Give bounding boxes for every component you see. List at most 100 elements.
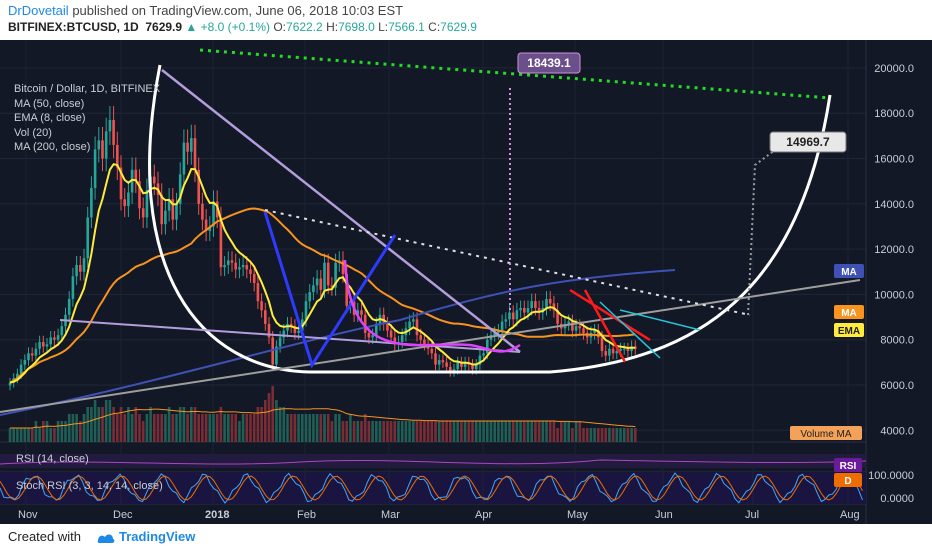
chart-area[interactable]: 18439.1 14969.7 4000.0 6000.0 8000.0 10000.0…: [0, 40, 932, 524]
candle: [238, 267, 241, 270]
volume-bar: [541, 421, 545, 442]
volume-bar: [556, 428, 559, 442]
candle: [227, 260, 230, 265]
candle: [223, 264, 226, 268]
volume-bar: [241, 414, 245, 442]
volume-bar: [338, 414, 341, 442]
volume-bar: [119, 407, 123, 442]
volume-ma-badge-box: [790, 426, 862, 440]
volume-bar: [608, 428, 611, 442]
ma-badge-box: [834, 264, 864, 278]
volume-bar: [53, 428, 56, 442]
candle: [141, 208, 145, 218]
ma200-line: [0, 269, 676, 416]
volume-bar: [145, 414, 149, 442]
volume-bar: [23, 428, 27, 442]
volume-bar: [626, 428, 630, 442]
volume-bar: [64, 421, 67, 442]
candle: [249, 269, 252, 275]
candle: [212, 201, 215, 227]
volume-bar: [334, 414, 337, 442]
price-chart[interactable]: 18439.1 14969.7 4000.0 6000.0 8000.0 10000.0…: [0, 40, 932, 524]
y-tick-label: 6000.0: [880, 380, 914, 392]
legend-vol[interactable]: Vol (20): [14, 126, 52, 139]
volume-bar: [141, 421, 145, 442]
candle: [267, 323, 271, 338]
candle: [112, 119, 115, 145]
candle: [474, 364, 478, 370]
author-link[interactable]: DrDovetail: [8, 3, 69, 18]
volume-bar: [426, 421, 430, 442]
candle: [519, 307, 522, 311]
candle: [23, 360, 27, 365]
candle: [171, 199, 175, 220]
legend-ma200[interactable]: MA (200, close): [14, 141, 91, 153]
volume-bar: [452, 421, 456, 442]
volume-bar: [275, 400, 278, 442]
volume-bar: [504, 421, 508, 442]
candle: [341, 260, 345, 275]
x-tick-label: Dec: [113, 509, 133, 521]
volume-bar: [371, 421, 374, 442]
y-tick-label: 16000.0: [874, 154, 914, 166]
candle: [145, 190, 149, 218]
volume-bar: [190, 407, 193, 442]
candle: [630, 346, 633, 352]
x-tick-label: Jun: [655, 509, 673, 521]
volume-bar: [19, 428, 23, 442]
legend-ma50[interactable]: MA (50, close): [14, 97, 85, 110]
candle: [567, 321, 570, 324]
ma2-badge: MA: [841, 308, 857, 319]
candle: [360, 310, 363, 315]
tradingview-brand[interactable]: TradingView: [119, 529, 196, 544]
target2-label: 14969.7: [786, 135, 830, 149]
volume-bar: [67, 414, 71, 442]
candle: [408, 321, 411, 329]
target2-dotted: [747, 149, 776, 316]
volume-ma-line: [10, 408, 636, 429]
volume-bar: [434, 421, 437, 442]
candle: [104, 131, 108, 159]
candle: [45, 344, 49, 347]
volume-bar: [548, 421, 552, 442]
volume-bar: [386, 421, 389, 442]
candle: [386, 323, 389, 331]
candle: [445, 362, 448, 367]
low-label: L:: [378, 20, 389, 34]
candle: [571, 321, 574, 331]
volume-bar: [186, 414, 189, 442]
candle: [49, 337, 52, 345]
volume-bar: [267, 393, 271, 442]
candle: [16, 373, 19, 379]
volume-bar: [382, 421, 385, 442]
low-value: 7566.1: [388, 20, 425, 34]
legend-ema8[interactable]: EMA (8, close): [14, 112, 86, 124]
candle: [460, 362, 463, 367]
y-tick-label: 8000.0: [880, 335, 914, 347]
up-arrow-icon: ▲: [185, 20, 198, 34]
volume-bar: [160, 414, 163, 442]
volume-bar: [227, 414, 230, 442]
candle: [182, 142, 186, 175]
rsi-line: [0, 459, 867, 465]
candle: [415, 319, 419, 336]
candle: [434, 353, 437, 365]
candle: [82, 258, 86, 272]
publish-line: DrDovetail published on TradingView.com,…: [8, 3, 403, 18]
volume-bar: [341, 421, 345, 442]
candle: [493, 332, 496, 336]
candle: [275, 346, 278, 365]
volume-bar: [197, 414, 200, 442]
volume-bar: [567, 421, 570, 442]
red-lines: [569, 288, 651, 363]
candle: [486, 339, 489, 354]
high-value: 7698.0: [338, 20, 375, 34]
volume-bar: [308, 414, 311, 442]
volume-bar: [352, 421, 356, 442]
volume-bar: [45, 421, 49, 442]
candle: [30, 353, 34, 356]
candle: [622, 348, 626, 350]
volume-bar: [101, 407, 104, 442]
symbol: BITFINEX:BTCUSD, 1D: [8, 20, 139, 34]
volume-bar: [178, 407, 182, 442]
